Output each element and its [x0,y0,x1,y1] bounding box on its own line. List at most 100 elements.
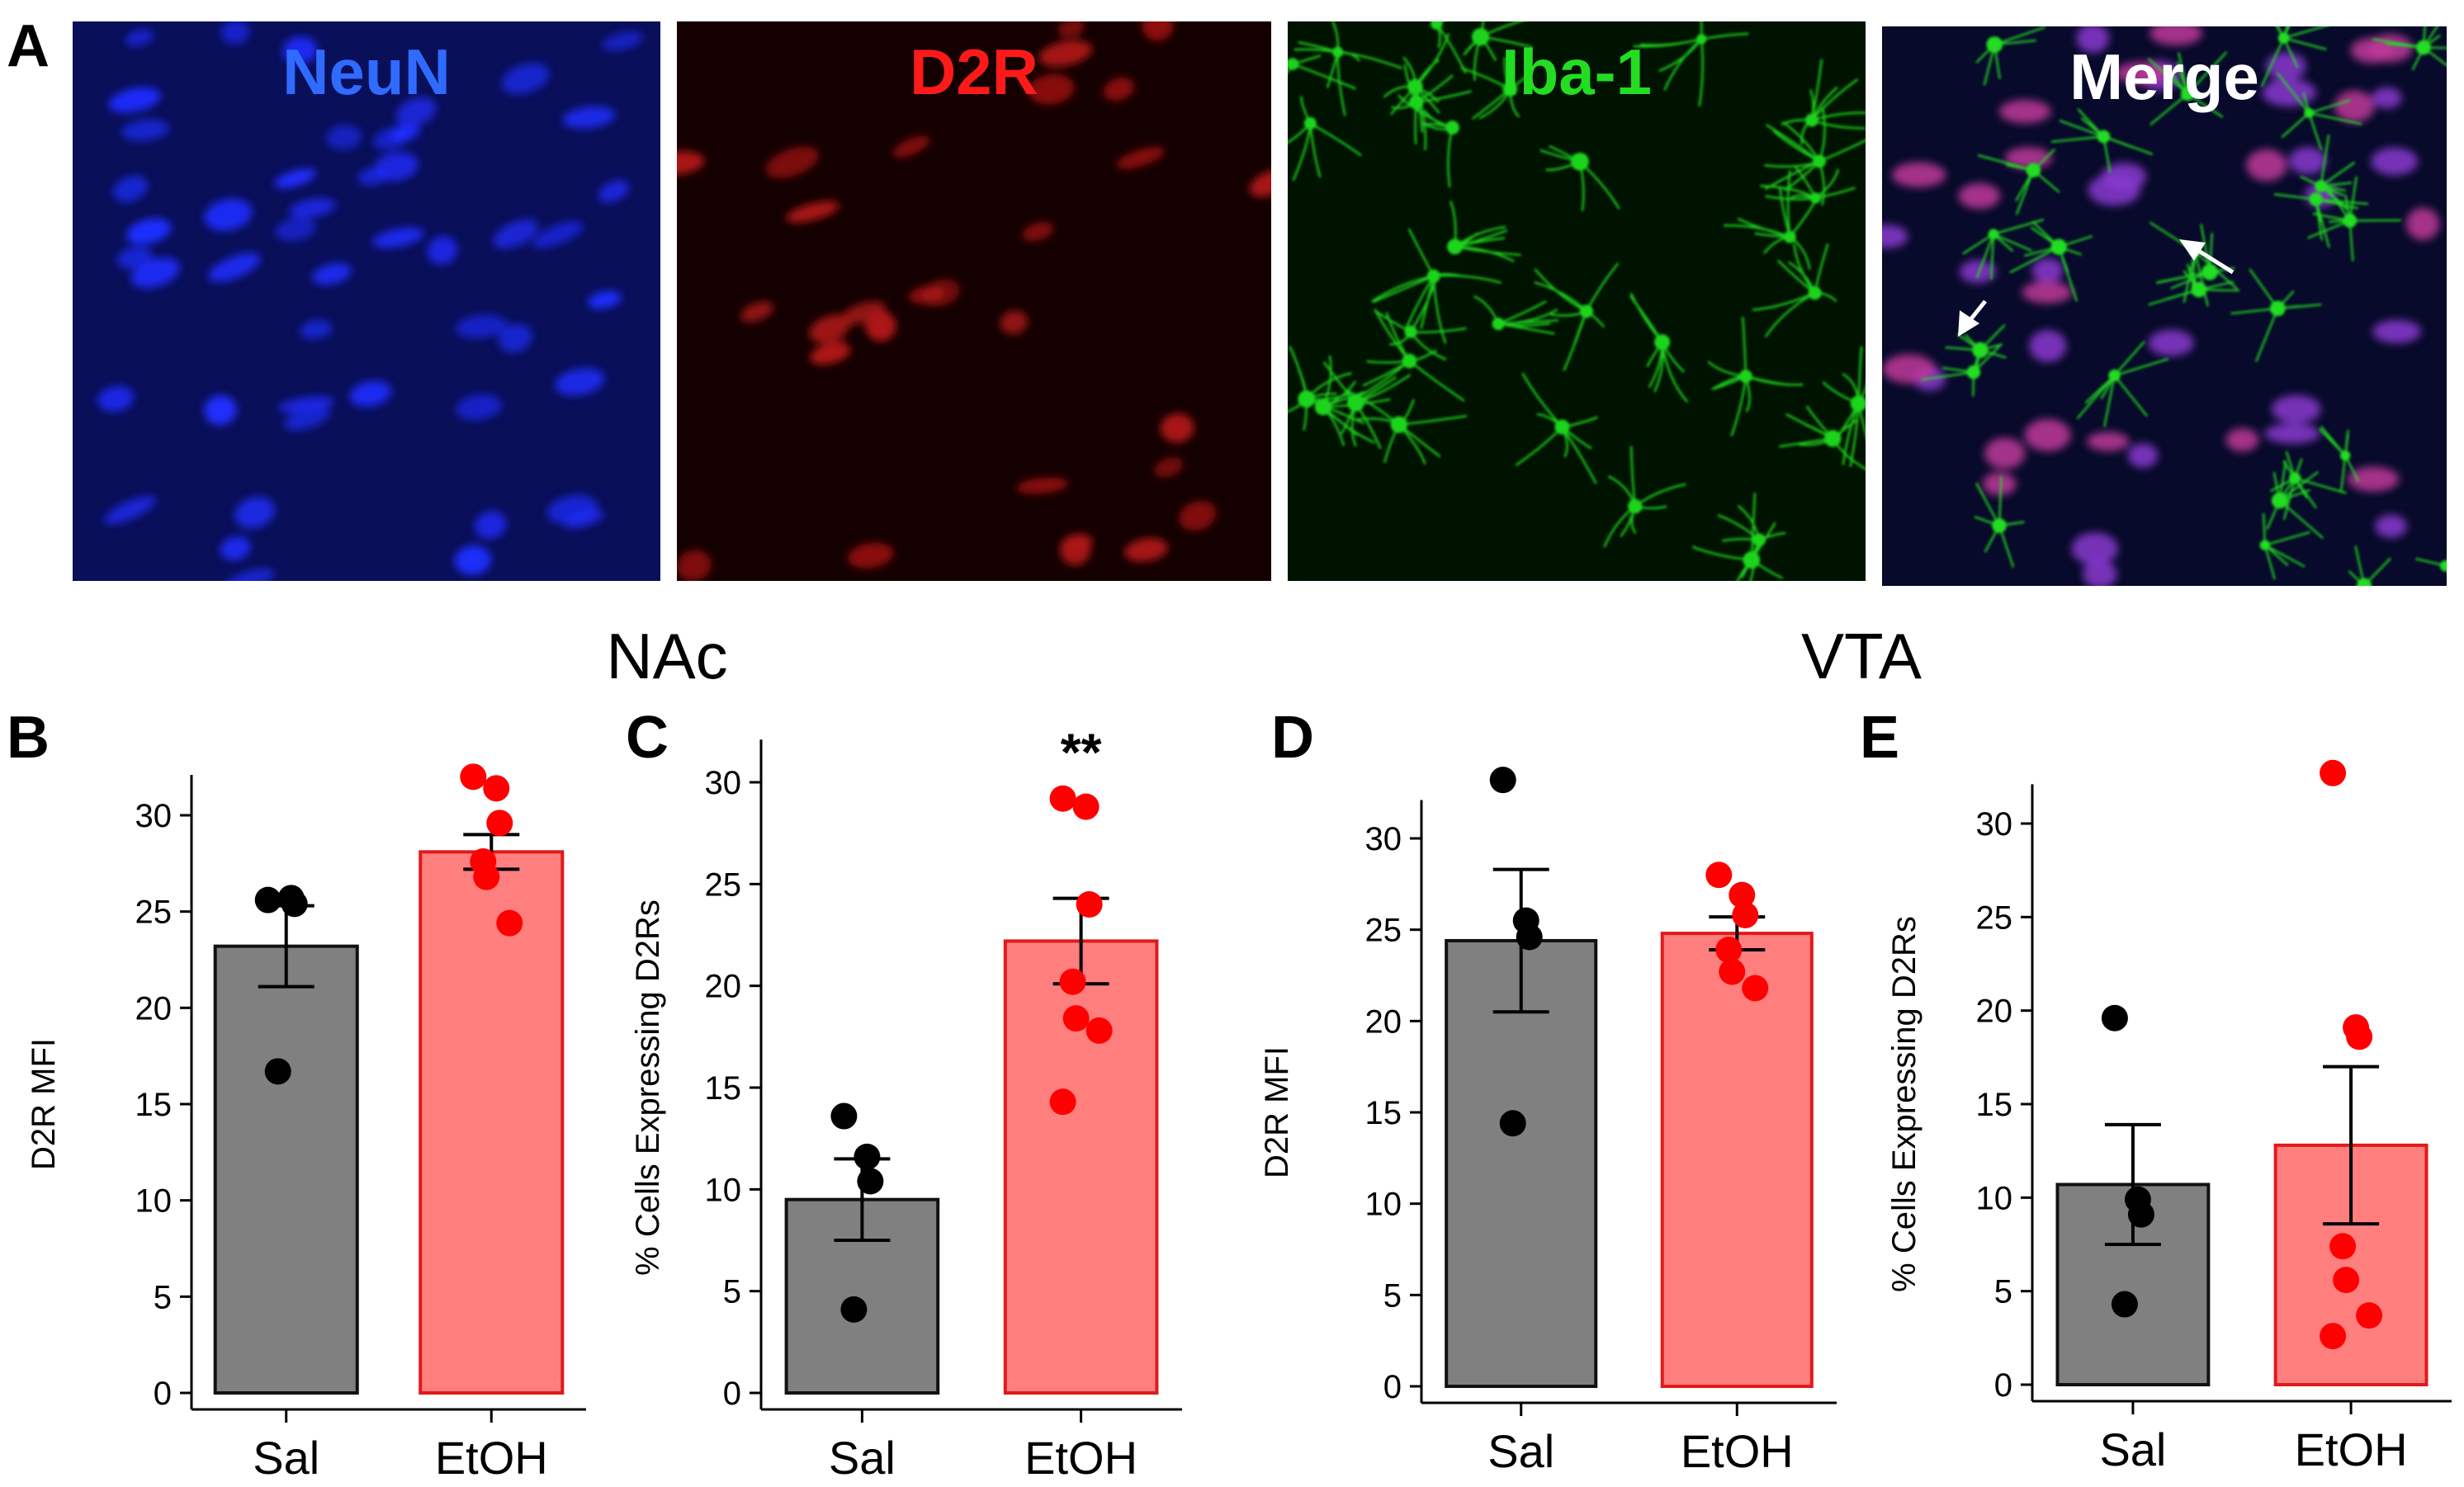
y-tick-label: 25 [1365,913,1402,949]
y-axis-label: D2R MFI [1259,1046,1295,1178]
panel-label: B [7,705,50,771]
micrograph-iba-1: Iba-1 [1288,21,1866,581]
region-label-nac: NAc [606,620,727,692]
data-point [2346,1023,2373,1050]
data-point [1516,923,1543,951]
y-axis-label: D2R MFI [26,1038,62,1170]
y-tick-label: 10 [1365,1187,1402,1223]
category-label: Sal [2099,1423,2166,1475]
y-tick-label: 20 [705,969,742,1005]
y-tick-label: 20 [1976,994,2013,1030]
micrograph-background [677,21,1271,581]
y-tick-label: 30 [1365,821,1402,857]
micrograph-d2r: D2R [677,21,1271,581]
y-tick-label: 15 [135,1087,173,1123]
panel-label: C [626,705,669,771]
chart-panel-e: E Sal EtOH 0 5 10 15 20 25 30 % Cells Expressing D… [1860,705,2452,1475]
y-tick-label: 0 [1383,1369,1402,1405]
micrograph-label: Iba-1 [1502,35,1652,108]
micrograph-texture [1288,21,1866,581]
data-point [1732,901,1759,928]
data-point [1049,1088,1076,1116]
data-point [1072,793,1100,820]
data-point [2101,1004,2128,1031]
category-label: Sal [829,1432,896,1484]
micrograph-texture [97,21,643,581]
y-tick-label: 25 [705,866,742,903]
data-point [2329,1233,2357,1260]
data-point [854,1143,881,1170]
arrow-icon [1958,239,2235,337]
bar-etoh [1660,932,1814,1389]
micrograph-label: Merge [2069,40,2259,113]
data-point [1742,975,1769,1002]
data-point [2127,1201,2154,1228]
data-point [857,1168,884,1195]
y-tick-label: 15 [1365,1095,1402,1131]
y-tick-label: 0 [723,1376,741,1412]
y-tick-label: 0 [154,1376,172,1412]
category-label: Sal [1487,1425,1554,1477]
category-label: EtOH [2295,1423,2408,1475]
y-tick-label: 30 [1976,806,2013,843]
category-label: EtOH [1681,1425,1794,1477]
micrograph-texture [1882,26,2447,586]
y-tick-label: 20 [135,990,173,1027]
data-point [830,1102,858,1130]
y-axis-label: % Cells Expressing D2Rs [1886,916,1922,1292]
bar-sal [1445,938,1598,1388]
data-point [1705,862,1733,889]
y-tick-label: 5 [1383,1277,1402,1314]
y-tick-label: 10 [705,1172,742,1208]
significance-marker: ** [1061,723,1102,782]
data-point [483,775,510,802]
panel-label: E [1860,705,1899,771]
chart-panel-c: C Sal EtOH 0 5 10 15 20 25 30 % Cells Expressing D… [626,705,1182,1484]
data-point [2320,759,2347,786]
y-tick-label: 20 [1365,1003,1402,1040]
data-point [1715,937,1743,964]
panel-label: D [1271,705,1314,771]
data-point [264,1058,291,1085]
error-bar [2323,1065,2380,1226]
y-axis-label: % Cells Expressing D2Rs [630,899,666,1276]
data-point [1719,958,1746,985]
data-point [1499,1110,1526,1137]
y-tick-label: 25 [135,895,173,931]
micrograph-row: NeuN D2R Iba-1 Merge [73,21,2447,586]
data-point [1085,1017,1113,1044]
chart-panel-b: B Sal EtOH 0 5 10 15 20 25 30 D2R MFI [7,705,586,1484]
y-tick-label: 5 [1994,1274,2012,1310]
data-point [1489,767,1516,794]
data-point [1062,1005,1090,1032]
micrograph-merge: Merge [1882,26,2447,586]
micrograph-background [1288,21,1866,581]
data-point [473,863,500,890]
category-label: Sal [253,1432,319,1484]
data-point [1059,968,1086,995]
micrograph-background [73,21,660,581]
y-tick-label: 30 [135,798,173,834]
y-tick-label: 0 [1994,1367,2012,1404]
y-tick-label: 30 [705,765,742,801]
micrograph-neun: NeuN [73,21,660,581]
region-label-vta: VTA [1801,620,1922,692]
bar-charts: B Sal EtOH 0 5 10 15 20 25 30 D2R MFI C Sal EtOH 0 5 10 1… [7,705,2452,1484]
y-tick-label: 5 [154,1279,172,1315]
category-label: EtOH [435,1432,548,1484]
data-point [496,909,523,937]
data-point [840,1296,868,1323]
category-label: EtOH [1024,1432,1137,1484]
panel-label-a: A [7,13,50,79]
bar-etoh [419,850,565,1395]
bar-sal [2055,1183,2211,1387]
micrograph-texture [677,21,1271,581]
data-point [486,810,513,837]
data-point [1729,881,1756,909]
y-tick-label: 15 [705,1070,742,1107]
data-point [2333,1267,2360,1294]
data-point [2111,1291,2138,1318]
y-tick-label: 10 [135,1183,173,1220]
micrograph-label: D2R [910,35,1038,108]
